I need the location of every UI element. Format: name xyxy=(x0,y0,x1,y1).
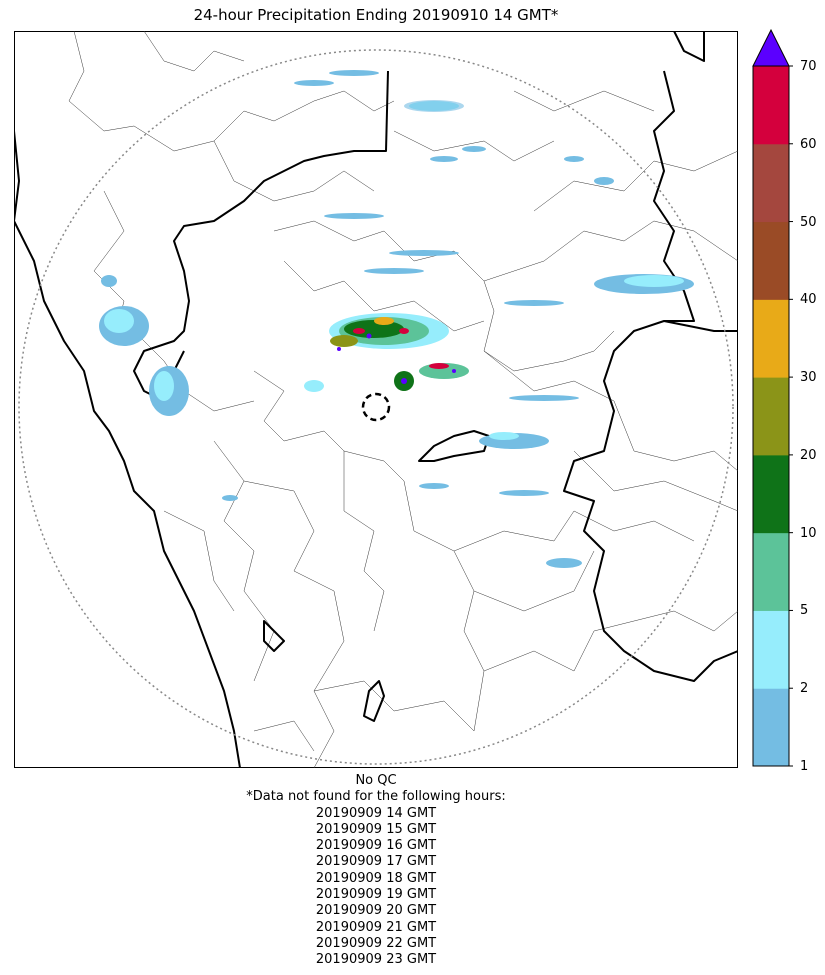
colorbar-tick-label: 5 xyxy=(800,603,809,619)
qc-label: No QC xyxy=(355,773,397,788)
colorbar-tick-label: 1 xyxy=(800,759,809,774)
colorbar-segment xyxy=(753,688,789,767)
colorbar-segment xyxy=(753,143,789,223)
missing-data-header: *Data not found for the following hours: xyxy=(246,789,506,805)
district-boundaries xyxy=(68,31,738,768)
colorbar-segment xyxy=(753,66,789,145)
radar-range-ring xyxy=(18,49,734,765)
missing-hour-item: 20190909 22 GMT xyxy=(315,935,437,951)
missing-hour-item: 20190909 20 GMT xyxy=(315,903,437,919)
colorbar-tick-label: 20 xyxy=(800,447,817,463)
colorbar-tick-label: 2 xyxy=(800,681,809,697)
radar-map[interactable] xyxy=(14,31,738,768)
missing-hour-item: 20190909 14 GMT xyxy=(315,805,437,821)
precipitation-colorbar xyxy=(752,28,793,767)
colorbar-segment xyxy=(753,610,789,689)
colorbar-tick-label: 10 xyxy=(800,525,817,541)
colorbar-extend-triangle xyxy=(752,28,790,67)
colorbar-tick-label: 40 xyxy=(800,292,817,308)
colorbar-segment xyxy=(753,221,789,300)
missing-hour-item: 20190909 16 GMT xyxy=(315,838,437,854)
colorbar-tick-label: 60 xyxy=(800,136,817,152)
missing-hour-item: 20190909 18 GMT xyxy=(315,870,437,886)
missing-hour-item: 20190909 21 GMT xyxy=(315,919,437,935)
colorbar-tick-label: 70 xyxy=(800,59,817,74)
colorbar-segment xyxy=(753,299,789,378)
missing-hours-list: 20190909 14 GMT 20190909 15 GMT 20190909 1… xyxy=(14,806,738,969)
precipitation-echoes xyxy=(99,70,694,568)
missing-hour-item: 20190909 17 GMT xyxy=(315,854,437,870)
map-frame xyxy=(14,31,738,768)
footer-notes: No QC *Data not found for the following … xyxy=(14,773,738,969)
colorbar-segment xyxy=(753,377,789,456)
colorbar-segment xyxy=(753,532,789,611)
colorbar-segment xyxy=(753,454,789,534)
state-boundaries xyxy=(14,31,738,768)
colorbar-tick-label: 30 xyxy=(800,370,817,386)
missing-hour-item: 20190909 19 GMT xyxy=(315,887,437,903)
missing-hour-item: 20190909 23 GMT xyxy=(315,952,437,968)
missing-hour-item: 20190909 15 GMT xyxy=(315,821,437,837)
radar-site-marker xyxy=(361,392,391,422)
colorbar-frame xyxy=(752,65,790,767)
colorbar-tick-label: 50 xyxy=(800,214,817,230)
chart-title: 24-hour Precipitation Ending 20190910 14… xyxy=(193,6,559,24)
